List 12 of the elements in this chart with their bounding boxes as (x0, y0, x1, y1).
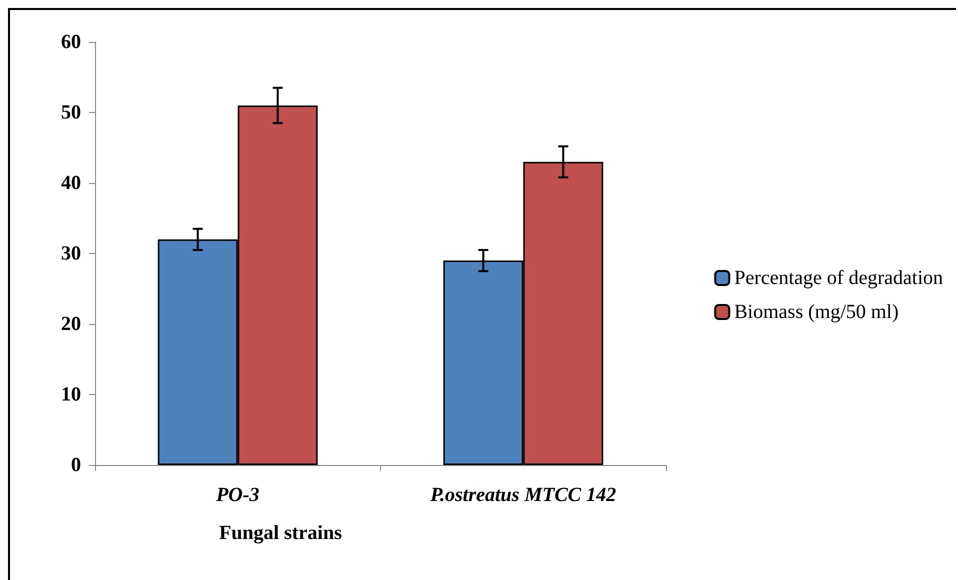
x-tick-label: P.ostreatus MTCC 142 (429, 484, 616, 506)
y-tick-label: 60 (61, 31, 81, 53)
y-tick-label: 0 (71, 454, 81, 476)
x-tick-label: PO-3 (215, 484, 260, 506)
legend-label: Percentage of degradation (734, 267, 944, 289)
legend-label: Biomass (mg/50 ml) (734, 301, 899, 323)
y-tick-label: 30 (61, 242, 81, 264)
y-tick-label: 40 (61, 172, 81, 194)
y-tick-label: 50 (61, 102, 81, 124)
y-tick-label: 20 (61, 313, 81, 335)
x-axis-title: Fungal strains (219, 522, 342, 544)
y-tick-label: 10 (61, 384, 81, 406)
